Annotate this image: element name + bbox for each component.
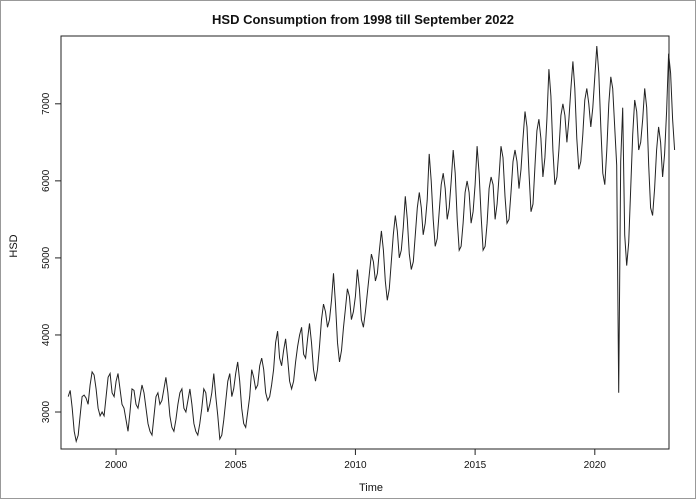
x-tick-label: 2015 bbox=[464, 460, 487, 471]
chart-title: HSD Consumption from 1998 till September… bbox=[212, 12, 514, 27]
x-axis-label: Time bbox=[359, 482, 383, 494]
x-tick-label: 2020 bbox=[584, 460, 607, 471]
y-tick-label: 6000 bbox=[41, 169, 52, 192]
x-axis: 2000 2005 2010 2015 2020 bbox=[105, 449, 606, 471]
y-axis: 3000 4000 5000 6000 7000 bbox=[41, 92, 61, 423]
series-line-hsd bbox=[67, 45, 676, 444]
y-tick-label: 4000 bbox=[41, 323, 52, 346]
y-tick-label: 3000 bbox=[41, 400, 52, 423]
y-axis-label: HSD bbox=[8, 234, 20, 257]
y-tick-label: 5000 bbox=[41, 246, 52, 269]
x-tick-label: 2010 bbox=[344, 460, 367, 471]
plot-area-border bbox=[60, 35, 670, 450]
x-tick-label: 2000 bbox=[105, 460, 128, 471]
y-tick-label: 7000 bbox=[41, 92, 52, 115]
x-tick-label: 2005 bbox=[225, 460, 248, 471]
